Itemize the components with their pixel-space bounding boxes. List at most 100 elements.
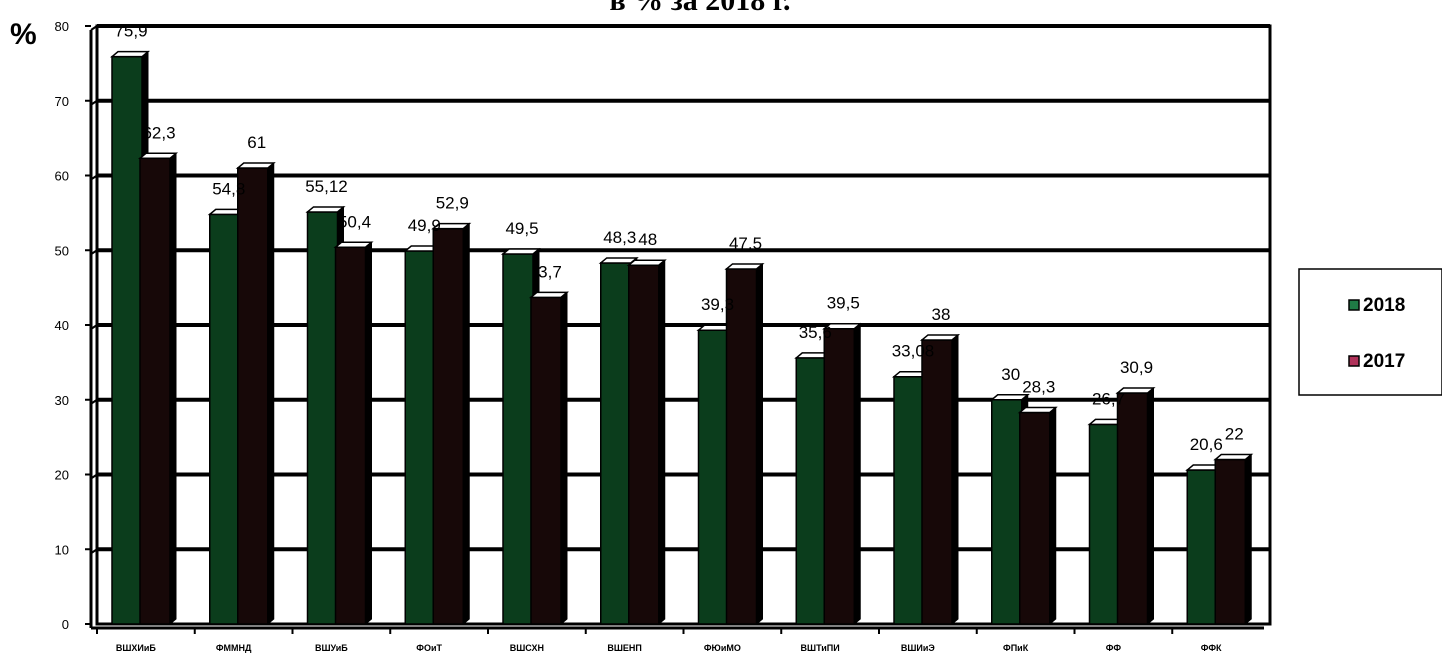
bar	[626, 259, 667, 626]
bar	[235, 161, 276, 626]
bar-side	[169, 152, 177, 626]
legend: 2018 2017	[1298, 268, 1442, 396]
y-axis-unit-label: %	[10, 18, 37, 51]
x-tick-label: ФММНД	[216, 643, 252, 653]
legend-swatch	[1348, 355, 1360, 367]
gridline-wall-50	[90, 249, 98, 256]
data-label: 47,5	[729, 234, 762, 253]
x-tick-label: ВШСХН	[510, 643, 544, 653]
data-label: 54,8	[212, 179, 245, 198]
bar-front	[432, 227, 464, 625]
x-tick-label: ФПиК	[1003, 643, 1029, 653]
bar-front	[139, 157, 171, 625]
bar-top	[1017, 406, 1058, 414]
x-tick-label: ВШИиЭ	[901, 643, 936, 653]
data-label: 30	[1001, 365, 1020, 384]
x-tick-label: ФФ	[1106, 643, 1122, 653]
bar-side	[853, 322, 861, 626]
y-tick-label: 20	[55, 468, 69, 483]
bar-top	[431, 222, 472, 230]
gridline-wall-70	[90, 99, 98, 106]
bar-top	[626, 259, 667, 266]
data-label: 33,08	[892, 342, 935, 361]
bar	[919, 333, 961, 626]
bar-front	[237, 167, 269, 625]
data-labels: 75,9 62,3 54,8 61 55,12 50,4 49,9 52,9 49,5 3,7 48…	[114, 22, 1243, 454]
y-tick-label: 10	[55, 542, 69, 557]
bar	[822, 322, 863, 626]
data-label: 20,6	[1190, 435, 1223, 454]
y-tick-label: 50	[55, 243, 69, 258]
bar-top	[305, 206, 346, 213]
bars	[109, 50, 1254, 626]
y-tick-label: 40	[55, 318, 69, 333]
data-label: 39,3	[701, 295, 734, 314]
bar	[431, 222, 472, 626]
bar-front	[306, 211, 339, 625]
bar	[528, 291, 570, 626]
bar-front	[111, 55, 143, 625]
bar-top	[235, 162, 276, 169]
bar-side	[462, 222, 470, 626]
bar-front	[1116, 392, 1149, 625]
data-label: 49,5	[505, 219, 538, 238]
bar-top	[500, 248, 542, 255]
chart-title: в % за 2018 г.	[610, 0, 791, 17]
bar-top	[137, 152, 179, 160]
y-tick-label: 70	[55, 94, 69, 109]
bar	[333, 241, 374, 626]
data-label: 61	[247, 133, 266, 152]
bar-top	[333, 241, 374, 249]
bar-top	[1115, 387, 1156, 394]
y-tick-label: 0	[62, 617, 69, 632]
bar-front	[209, 213, 241, 625]
bar-front	[1186, 469, 1218, 625]
gridline-wall-60	[90, 174, 98, 181]
bar-front	[502, 253, 534, 625]
bar-front	[893, 375, 925, 625]
bar-front	[530, 296, 562, 625]
bar-front	[795, 357, 827, 625]
bar-top	[598, 257, 639, 264]
bar-front	[697, 329, 730, 625]
bar-front	[628, 264, 660, 625]
bar-side	[756, 262, 763, 626]
data-label: 35,6	[799, 323, 832, 342]
data-label: 50,4	[338, 212, 371, 231]
bar-side	[658, 259, 666, 626]
y-axis: 0 10 20 30 40 50 60 70 80	[55, 19, 91, 632]
x-tick-label: ВШХИиБ	[116, 643, 157, 653]
gridlines	[90, 24, 1270, 555]
gridline-wall-20	[90, 473, 98, 480]
bar-side	[267, 161, 275, 626]
gridline-wall-30	[90, 398, 98, 405]
data-label: 22	[1225, 425, 1244, 444]
bar-side	[560, 291, 568, 626]
bar-front	[404, 250, 436, 625]
bar-front	[334, 246, 367, 625]
bar-top	[989, 394, 1030, 401]
bar-front	[1088, 423, 1121, 625]
data-label: 28,3	[1022, 377, 1055, 396]
x-tick-label: ВШУиБ	[315, 643, 348, 653]
bar	[724, 262, 765, 626]
bar-top	[822, 322, 863, 330]
y-tick-label: 80	[55, 19, 69, 34]
x-tick-label: ВШЕНП	[607, 643, 642, 653]
legend-box	[1298, 268, 1442, 396]
x-axis: ВШХИиБ ФММНД ВШУиБ ФОиТ ВШСХН ВШЕНП ФЮиМО ВШТиП…	[96, 628, 1222, 653]
bar-front	[600, 262, 632, 625]
legend-label: 2017	[1363, 351, 1405, 372]
data-label: 75,9	[114, 22, 147, 41]
bar-top	[109, 50, 151, 58]
y-tick-label: 30	[55, 393, 69, 408]
data-label: 39,5	[827, 294, 860, 313]
bar	[1115, 386, 1156, 626]
bar-front	[921, 339, 953, 625]
data-label: 49,9	[408, 216, 441, 235]
data-label: 48,3	[603, 228, 636, 247]
bar-top	[1213, 453, 1254, 461]
bar	[1017, 406, 1058, 626]
bar-front	[1214, 458, 1246, 625]
